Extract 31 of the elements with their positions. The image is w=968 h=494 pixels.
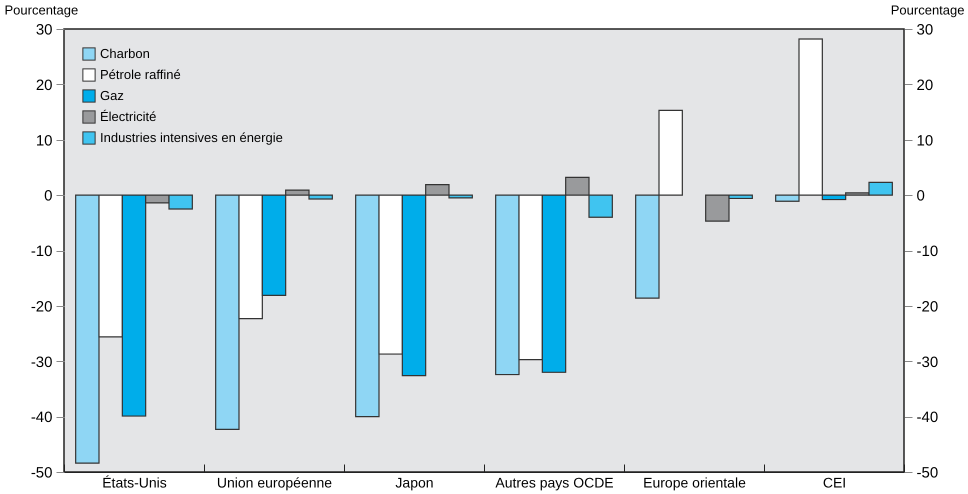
y-axis-title: Pourcentage — [4, 2, 78, 18]
y2-tick-label: -50 — [916, 464, 938, 482]
x-tick-label: CEI — [822, 474, 846, 490]
y2-tick-label: -30 — [916, 354, 938, 371]
legend-label: Gaz — [100, 88, 124, 103]
y-tick-label: 0 — [44, 188, 52, 205]
y-tick-label: 10 — [36, 132, 52, 150]
legend-label: Pétrole raffiné — [100, 67, 181, 82]
y-tick-label: -50 — [30, 464, 52, 482]
y2-tick-label: 0 — [916, 188, 925, 205]
x-tick-label: États-Unis — [102, 474, 167, 490]
y-tick-label: 20 — [36, 76, 52, 94]
y2-axis-title: Pourcentage — [890, 2, 964, 18]
y2-tick-label: 30 — [916, 22, 934, 38]
legend-label: Électricité — [100, 109, 156, 124]
x-tick-label: Japon — [395, 474, 434, 490]
y-tick-label: -30 — [30, 354, 52, 371]
y-tick-label: 30 — [36, 22, 52, 38]
y2-tick-label: 20 — [916, 76, 934, 94]
y2-tick-label: -10 — [916, 243, 938, 260]
y-tick-label: -40 — [30, 409, 52, 426]
y-tick-label: -10 — [30, 243, 52, 260]
y-tick-label: -20 — [30, 298, 52, 316]
x-tick-label: Union européenne — [216, 474, 332, 490]
x-tick-label: Autres pays OCDE — [495, 474, 614, 490]
y2-tick-label: 10 — [916, 132, 934, 150]
y2-tick-label: -40 — [916, 409, 938, 426]
legend-label: Industries intensives en énergie — [100, 130, 283, 145]
y2-tick-label: -20 — [916, 298, 938, 316]
x-tick-label: Europe orientale — [643, 474, 746, 490]
legend-label: Charbon — [100, 46, 150, 61]
